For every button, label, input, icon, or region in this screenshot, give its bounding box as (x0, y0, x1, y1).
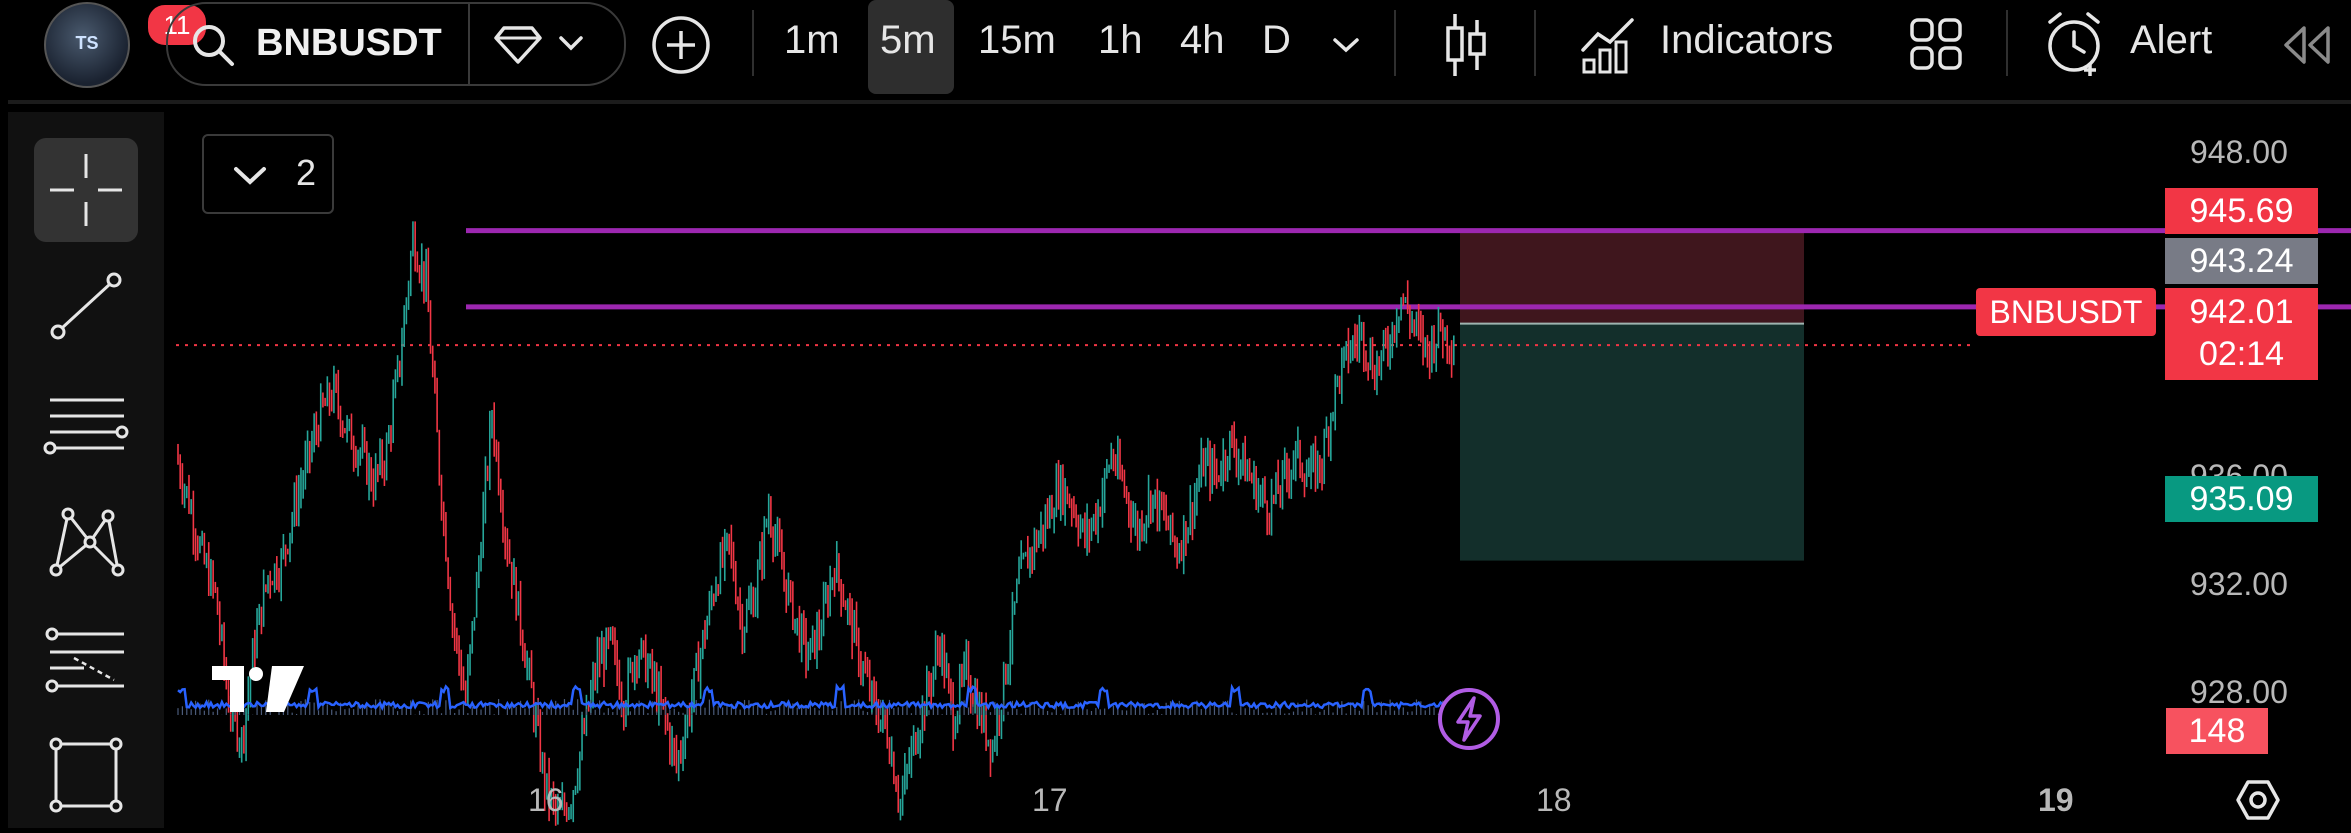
double-chevron-left-icon[interactable] (2282, 24, 2332, 66)
pattern-tool[interactable] (34, 490, 138, 594)
plus-circle-icon[interactable] (650, 14, 712, 76)
timeframe-15m[interactable]: 15m (978, 18, 1056, 62)
alarm-clock-icon[interactable] (2044, 12, 2106, 78)
rectangle-icon (49, 737, 123, 813)
avatar[interactable]: TS 11 (44, 2, 209, 88)
symbol-name: BNBUSDT (256, 22, 442, 64)
indicator-count: 2 (296, 152, 317, 193)
fib-tool[interactable] (34, 608, 138, 712)
indicators-button[interactable]: Indicators (1660, 18, 1834, 62)
crosshair-tool[interactable] (34, 138, 138, 242)
top-toolbar: TS 11 BNBUSDT 1m 5m 15m 1h 4h D (0, 0, 2351, 100)
fib-icon (45, 627, 124, 693)
chevron-down-icon[interactable] (1332, 36, 1360, 56)
stop-zone (1460, 230, 1804, 324)
divider (752, 10, 754, 76)
price-tick: 928.00 (2190, 674, 2288, 710)
trend-line-tool[interactable] (34, 256, 138, 360)
target-zone (1460, 323, 1804, 561)
pattern-icon (49, 507, 125, 577)
symbol-search-button[interactable]: BNBUSDT (166, 2, 626, 86)
chevron-down-icon[interactable] (558, 34, 584, 54)
horizontal-lines-tool[interactable] (34, 372, 138, 476)
bar-countdown: 02:14 (2198, 335, 2285, 373)
divider (468, 4, 470, 84)
time-tick: 16 (528, 782, 564, 818)
last-price-value: 942.01 (2189, 293, 2294, 331)
diamond-icon[interactable] (494, 24, 542, 64)
horizontal-lines-icon (43, 398, 129, 455)
stop-price-label: 935.09 (2165, 476, 2318, 522)
chevron-down-icon (234, 167, 266, 185)
volume-ma-line (177, 682, 1457, 711)
chart-canvas[interactable] (176, 112, 2351, 828)
timeframe-D[interactable]: D (1262, 18, 1291, 62)
timeframe-1h[interactable]: 1h (1098, 18, 1143, 62)
price-chart[interactable] (176, 112, 2351, 828)
toolbar-divider (8, 100, 2351, 104)
drawing-toolbar (8, 112, 164, 828)
timeframe-5m[interactable]: 5m (880, 18, 936, 62)
divider (1534, 10, 1536, 76)
hline-price-label: 943.24 (2165, 238, 2318, 284)
tradingview-logo (212, 666, 304, 712)
divider (2006, 10, 2008, 76)
avatar-logo: TS (75, 33, 99, 53)
legend-toggle-button[interactable]: 2 (202, 134, 334, 214)
lightning-icon[interactable] (1436, 686, 1502, 752)
crosshair-icon (50, 154, 122, 226)
grid-icon[interactable] (1910, 18, 1962, 70)
divider (1394, 10, 1396, 76)
time-tick: 19 (2038, 782, 2074, 818)
hline-price-label: 945.69 (2165, 188, 2318, 234)
last-price-label: 942.01 02:14 (2165, 288, 2318, 380)
rectangle-tool[interactable] (34, 724, 138, 828)
indicators-icon[interactable] (1580, 14, 1636, 74)
time-tick: 18 (1536, 782, 1572, 818)
time-tick: 17 (1032, 782, 1068, 818)
search-icon (193, 25, 234, 66)
active-timeframe-highlight (868, 0, 954, 94)
symbol-price-tag: BNBUSDT (1976, 288, 2156, 336)
alert-button[interactable]: Alert (2130, 18, 2213, 62)
timeframe-4h[interactable]: 4h (1180, 18, 1225, 62)
timeframe-1m[interactable]: 1m (784, 18, 840, 62)
candlestick-icon[interactable] (1444, 12, 1488, 78)
trend-line-icon (50, 272, 122, 340)
settings-icon[interactable] (2234, 776, 2282, 824)
price-tick: 948.00 (2190, 134, 2288, 170)
volume-label: 148 (2166, 708, 2268, 754)
price-tick: 932.00 (2190, 566, 2288, 602)
